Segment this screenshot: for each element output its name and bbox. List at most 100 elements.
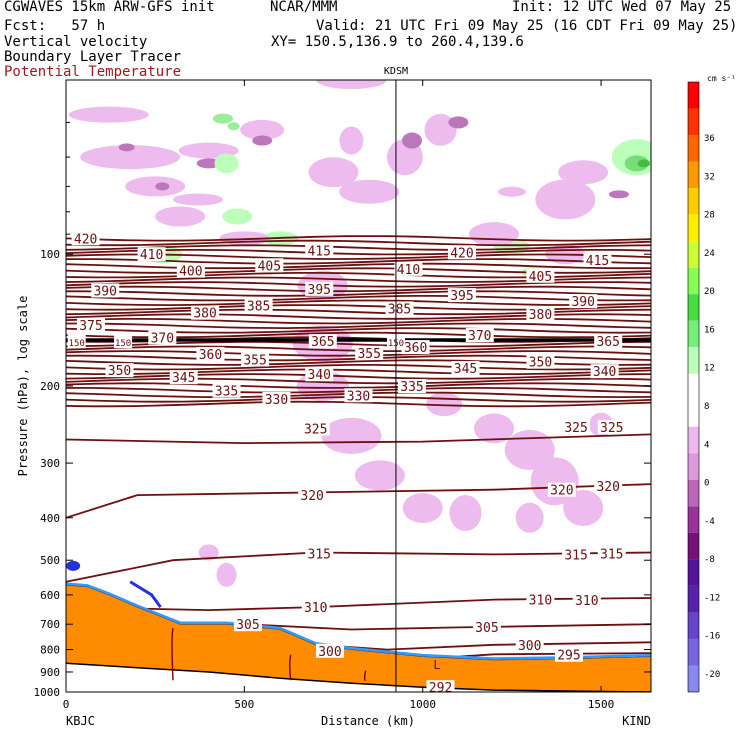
vertical-velocity-contour: [504, 429, 555, 470]
isentrope-label-bg: [233, 617, 262, 632]
isentrope-label: 355: [357, 347, 380, 362]
colorbar-swatch: [688, 612, 699, 639]
isentrope-label: 390: [571, 295, 594, 310]
colorbar-label: 24: [704, 249, 715, 259]
vertical-velocity-contour: [80, 145, 181, 170]
isentrope-label: 320: [596, 480, 619, 495]
isentrope-label-bg: [451, 361, 480, 376]
isentrope-label: 350: [108, 364, 131, 379]
isentrope-label-bg: [71, 231, 100, 246]
isentrope-label-bg: [590, 364, 619, 379]
x-tick-label: 1500: [588, 698, 615, 711]
isentrope-line: [66, 276, 651, 283]
isentrope-label-bg: [562, 419, 591, 434]
colorbar-label: -4: [704, 517, 715, 527]
isentrope-line: [66, 262, 651, 270]
tracer-blob: [66, 560, 81, 571]
init-time: Init: 12 UTC Wed 07 May 25: [512, 0, 732, 15]
vertical-velocity-contour: [155, 182, 170, 191]
vertical-velocity-contour: [624, 155, 649, 172]
colorbar-swatch: [688, 479, 699, 507]
terrain-line: [66, 662, 651, 692]
colorbar-frame: [687, 81, 700, 693]
isentrope-in-tracer: [363, 670, 367, 681]
isentrope-label-bg: [315, 643, 344, 658]
isentrope-label: 292: [429, 681, 452, 696]
isentrope-label-bg: [255, 258, 284, 273]
y-tick-label: 300: [40, 457, 60, 470]
vertical-velocity-contour: [563, 490, 604, 527]
isentrope-label-bg: [385, 301, 414, 316]
y-axis-title: Pressure (hPa), log scale: [16, 296, 30, 477]
colorbar-swatch: [688, 585, 699, 613]
isentrope-label: 405: [258, 259, 281, 274]
vertical-velocity-contour: [214, 153, 239, 174]
vertical-velocity-contour: [227, 122, 240, 131]
colorbar-swatch: [688, 135, 699, 162]
vertical-velocity-contour: [240, 119, 285, 140]
isentrope-label-bg: [305, 243, 334, 258]
isentrope-label-bg: [554, 647, 583, 662]
colorbar-swatch: [688, 559, 699, 586]
isentrope-label-bg: [472, 619, 501, 634]
colorbar-label: -16: [704, 632, 720, 642]
isentrope-label: 370: [151, 332, 174, 347]
vertical-velocity-contour: [196, 158, 221, 169]
isentrope-label-bg: [169, 370, 198, 385]
isentrope-label-bg: [308, 334, 337, 349]
isentrope-label: 310: [529, 594, 552, 609]
isentrope-label: 335: [215, 385, 238, 400]
vertical-velocity-contour: [68, 106, 149, 123]
colorbar-label: 12: [704, 364, 715, 374]
vertical-velocity-contour: [545, 183, 586, 200]
x-right-endpoint: KIND: [622, 714, 651, 728]
isentrope-label-bg: [301, 600, 330, 615]
isentrope-label-bg: [447, 288, 476, 303]
isentrope-line: [66, 433, 651, 445]
isentrope-label: 335: [400, 380, 423, 395]
isentrope-label: 325: [304, 422, 327, 437]
colorbar: 36 32 28 24 20 16 12 8 4 0 -4 -8 -12 -16 -20: [687, 81, 720, 693]
colorbar-swatch: [688, 188, 699, 215]
isentrope-label-bg: [394, 261, 423, 276]
isentrope-label: 365: [311, 335, 334, 350]
isentrope-label: 325: [600, 421, 623, 436]
isentrope-label-bg: [114, 334, 133, 349]
vertical-velocity-contour: [198, 544, 219, 561]
colorbar-swatch: [688, 400, 699, 427]
isentrope-line: [66, 267, 651, 274]
tracer-edge: [66, 582, 651, 660]
boundary-layer-tracer-fill: [66, 584, 651, 692]
vertical-velocity-contour: [662, 550, 682, 570]
x-tick-label: 1000: [409, 698, 436, 711]
field-vertical-velocity: Vertical velocity: [4, 34, 148, 50]
colorbar-swatch: [688, 373, 699, 401]
isentrope-label: 410: [140, 248, 163, 263]
colorbar-label: -12: [704, 593, 720, 603]
vertical-velocity-contour: [448, 116, 469, 129]
isentrope-label: 150: [69, 339, 85, 349]
vertical-velocity-contour: [321, 417, 382, 454]
colorbar-swatch: [688, 426, 699, 454]
colorbar-label: -8: [704, 555, 715, 565]
isentrope-line: [66, 377, 651, 385]
isentrope-label-bg: [196, 346, 225, 361]
vertical-velocity-contour: [339, 179, 400, 204]
field-potential-temperature: Potential Temperature: [4, 64, 182, 80]
vertical-velocity-contour: [515, 502, 544, 533]
colorbar-swatch: [688, 161, 699, 189]
isentrope-label: 315: [308, 548, 331, 563]
isentrope-label-bg: [137, 247, 166, 262]
isentrope-label: 395: [308, 283, 331, 298]
isentrope-label-bg: [562, 547, 591, 562]
isentrope-label: 325: [564, 421, 587, 436]
vertical-velocity-contour: [354, 460, 405, 491]
isentrope-label: 310: [575, 594, 598, 609]
isentrope-label-bg: [305, 367, 334, 382]
colorbar-swatch: [688, 665, 699, 692]
org-label: NCAR/MMM: [270, 0, 338, 15]
isentrope-label-bg: [244, 298, 273, 313]
vertical-velocity-contour: [608, 190, 629, 199]
isentrope-label-bg: [262, 391, 291, 406]
isentrope-label-bg: [105, 363, 134, 378]
